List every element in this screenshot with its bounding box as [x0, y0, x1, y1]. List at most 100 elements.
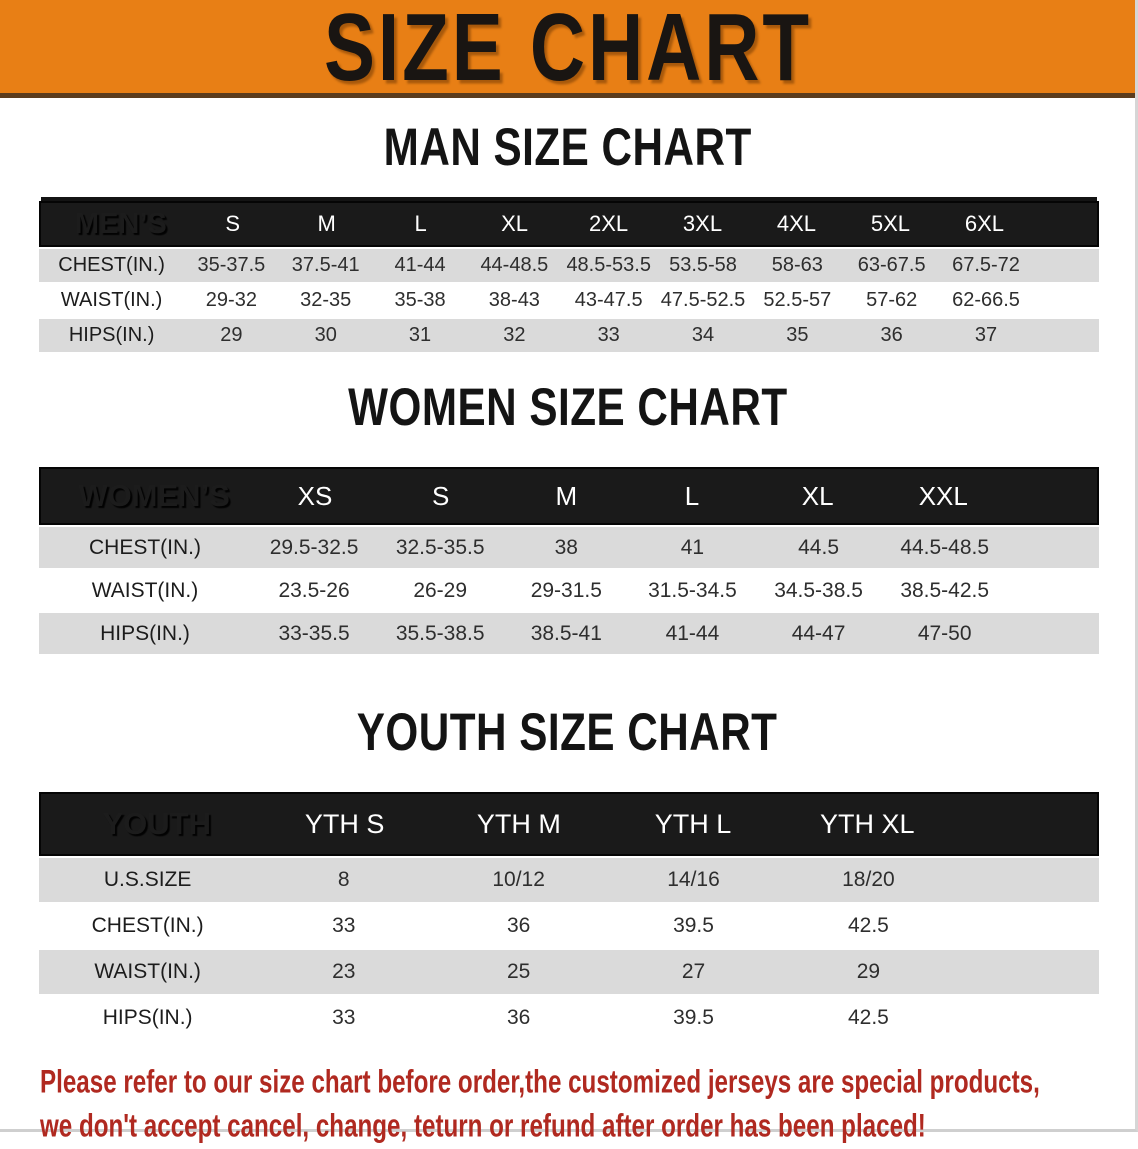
youth-section-heading: YOUTH SIZE CHART: [0, 704, 1135, 764]
value-cell: 33: [332, 914, 356, 937]
youth-section: YOUTH SIZE CHART YOUTH YTH S YTH M YTH L YTH…: [0, 704, 1135, 1040]
table-row: HIPS(IN.) 33-35.5 35.5-38.5 38.5-41 41-44 44-…: [39, 613, 1099, 654]
column-header-cell: YTH S: [304, 808, 385, 839]
value-cell: 42.5: [847, 914, 889, 937]
table-row: HIPS(IN.) 29 30 31 32 33 34 35 36 37: [39, 319, 1099, 352]
column-header-cell: 6XL: [964, 211, 1004, 236]
row-label-cell: U.S.SIZE: [103, 868, 192, 891]
value-cell: 33-35.5: [278, 621, 350, 645]
table-header-row: MEN’S S M L XL 2XL 3XL 4XL 5XL 6XL: [39, 201, 1099, 247]
row-label-cell: CHEST(IN.): [91, 914, 204, 937]
value-cell: 32-35: [300, 289, 352, 311]
value-cell: 36: [506, 914, 531, 937]
value-cell: 39.5: [673, 914, 714, 937]
value-cell: 8: [337, 868, 350, 891]
value-cell: 44-48.5: [480, 254, 549, 276]
value-cell: 18/20: [842, 868, 895, 891]
men-section-heading: MAN SIZE CHART: [0, 119, 1135, 179]
column-header-cell: 5XL: [870, 211, 911, 236]
column-header-cell: YTH L: [654, 808, 732, 839]
men-section: MAN SIZE CHART MEN’S S M L XL 2XL 3XL 4XL 5XL 6XL…: [0, 119, 1135, 352]
row-label-cell: CHEST(IN.): [58, 254, 165, 276]
women-section: WOMEN SIZE CHART WOMEN’S XS S M L XL XXL CHEST(…: [0, 379, 1135, 654]
value-cell: 44.5: [798, 535, 839, 559]
table-title-cell: MEN’S: [74, 207, 167, 240]
row-label-cell: CHEST(IN.): [89, 535, 201, 559]
value-cell: 30: [314, 324, 337, 346]
value-cell: 31: [408, 324, 432, 346]
value-cell: 39.5: [673, 1006, 714, 1029]
value-cell: 29: [856, 960, 881, 983]
value-cell: 53.5-58: [669, 254, 737, 276]
column-header-cell: 3XL: [682, 211, 723, 236]
value-cell: 29-31.5: [530, 578, 602, 602]
column-header-cell: YTH M: [476, 808, 561, 839]
row-label-cell: HIPS(IN.): [68, 324, 155, 346]
table-row: WAIST(IN.) 29-32 32-35 35-38 38-43 43-47.5 47.…: [39, 284, 1099, 317]
men-section-heading-text: MAN SIZE CHART: [383, 118, 752, 177]
value-cell: 35-38: [394, 289, 446, 311]
value-cell: 27: [681, 960, 706, 983]
value-cell: 41-44: [665, 621, 720, 645]
column-header-cell: M: [317, 211, 336, 236]
column-header-cell: XS: [297, 480, 333, 511]
women-section-heading: WOMEN SIZE CHART: [0, 379, 1135, 439]
row-label-cell: WAIST(IN.): [91, 578, 199, 602]
value-cell: 10/12: [492, 868, 545, 891]
value-cell: 42.5: [847, 1006, 889, 1029]
value-cell: 29.5-32.5: [269, 535, 359, 559]
value-cell: 36: [880, 324, 903, 346]
value-cell: 25: [506, 960, 531, 983]
column-header-cell: S: [225, 211, 240, 236]
value-cell: 37: [974, 324, 998, 346]
value-cell: 26-29: [413, 578, 468, 602]
column-header-cell: XXL: [918, 480, 968, 511]
table-title-cell: WOMEN’S: [78, 478, 230, 513]
value-cell: 41: [680, 535, 705, 559]
value-cell: 33: [597, 324, 620, 346]
table-title-cell: YOUTH: [102, 806, 211, 841]
disclaimer-line-2: we don't accept cancel, change, teturn o…: [40, 1107, 926, 1144]
disclaimer: Please refer to our size chart before or…: [40, 1060, 1135, 1148]
value-cell: 44-47: [791, 621, 846, 645]
youth-size-table: YOUTH YTH S YTH M YTH L YTH XL U.S.SIZE 8 10/12…: [39, 792, 1099, 1040]
value-cell: 33: [332, 1006, 356, 1029]
value-cell: 35-37.5: [197, 254, 266, 276]
table-row: WAIST(IN.) 23.5-26 26-29 29-31.5 31.5-34.5 34…: [39, 570, 1099, 611]
value-cell: 48.5-53.5: [566, 254, 651, 276]
value-cell: 36: [506, 1006, 531, 1029]
value-cell: 63-67.5: [857, 254, 926, 276]
value-cell: 23.5-26: [278, 578, 350, 602]
value-cell: 58-63: [771, 254, 823, 276]
table-header-row: WOMEN’S XS S M L XL XXL: [39, 467, 1099, 525]
column-header-cell: XL: [501, 211, 529, 236]
value-cell: 14/16: [667, 868, 720, 891]
value-cell: 23: [332, 960, 356, 983]
banner-title: SIZE CHART: [323, 0, 812, 101]
value-cell: 29: [220, 324, 243, 346]
value-cell: 32.5-35.5: [395, 535, 485, 559]
table-row: CHEST(IN.) 33 36 39.5 42.5: [39, 904, 1099, 948]
value-cell: 37.5-41: [291, 254, 360, 276]
value-cell: 38.5-42.5: [900, 578, 990, 602]
value-cell: 52.5-57: [763, 289, 832, 311]
column-header-cell: L: [684, 480, 700, 511]
table-row: U.S.SIZE 8 10/12 14/16 18/20: [39, 858, 1099, 902]
value-cell: 57-62: [866, 289, 918, 311]
column-header-cell: 4XL: [776, 211, 817, 236]
table-header-row: YOUTH YTH S YTH M YTH L YTH XL: [39, 792, 1099, 856]
value-cell: 43-47.5: [574, 289, 643, 311]
value-cell: 47-50: [917, 621, 972, 645]
value-cell: 47.5-52.5: [660, 289, 746, 311]
column-header-cell: L: [414, 211, 427, 236]
table-row: HIPS(IN.) 33 36 39.5 42.5: [39, 996, 1099, 1040]
men-size-table: MEN’S S M L XL 2XL 3XL 4XL 5XL 6XL CHEST(IN.) 35-37…: [39, 201, 1099, 352]
column-header-cell: YTH XL: [820, 808, 915, 839]
value-cell: 32: [503, 324, 526, 346]
column-header-cell: S: [432, 480, 450, 511]
table-row: CHEST(IN.) 35-37.5 37.5-41 41-44 44-48.5 48.5…: [39, 249, 1099, 282]
women-section-heading-text: WOMEN SIZE CHART: [347, 378, 788, 437]
table-row: CHEST(IN.) 29.5-32.5 32.5-35.5 38 41 44.5 44.5…: [39, 527, 1099, 568]
row-label-cell: WAIST(IN.): [94, 960, 201, 983]
